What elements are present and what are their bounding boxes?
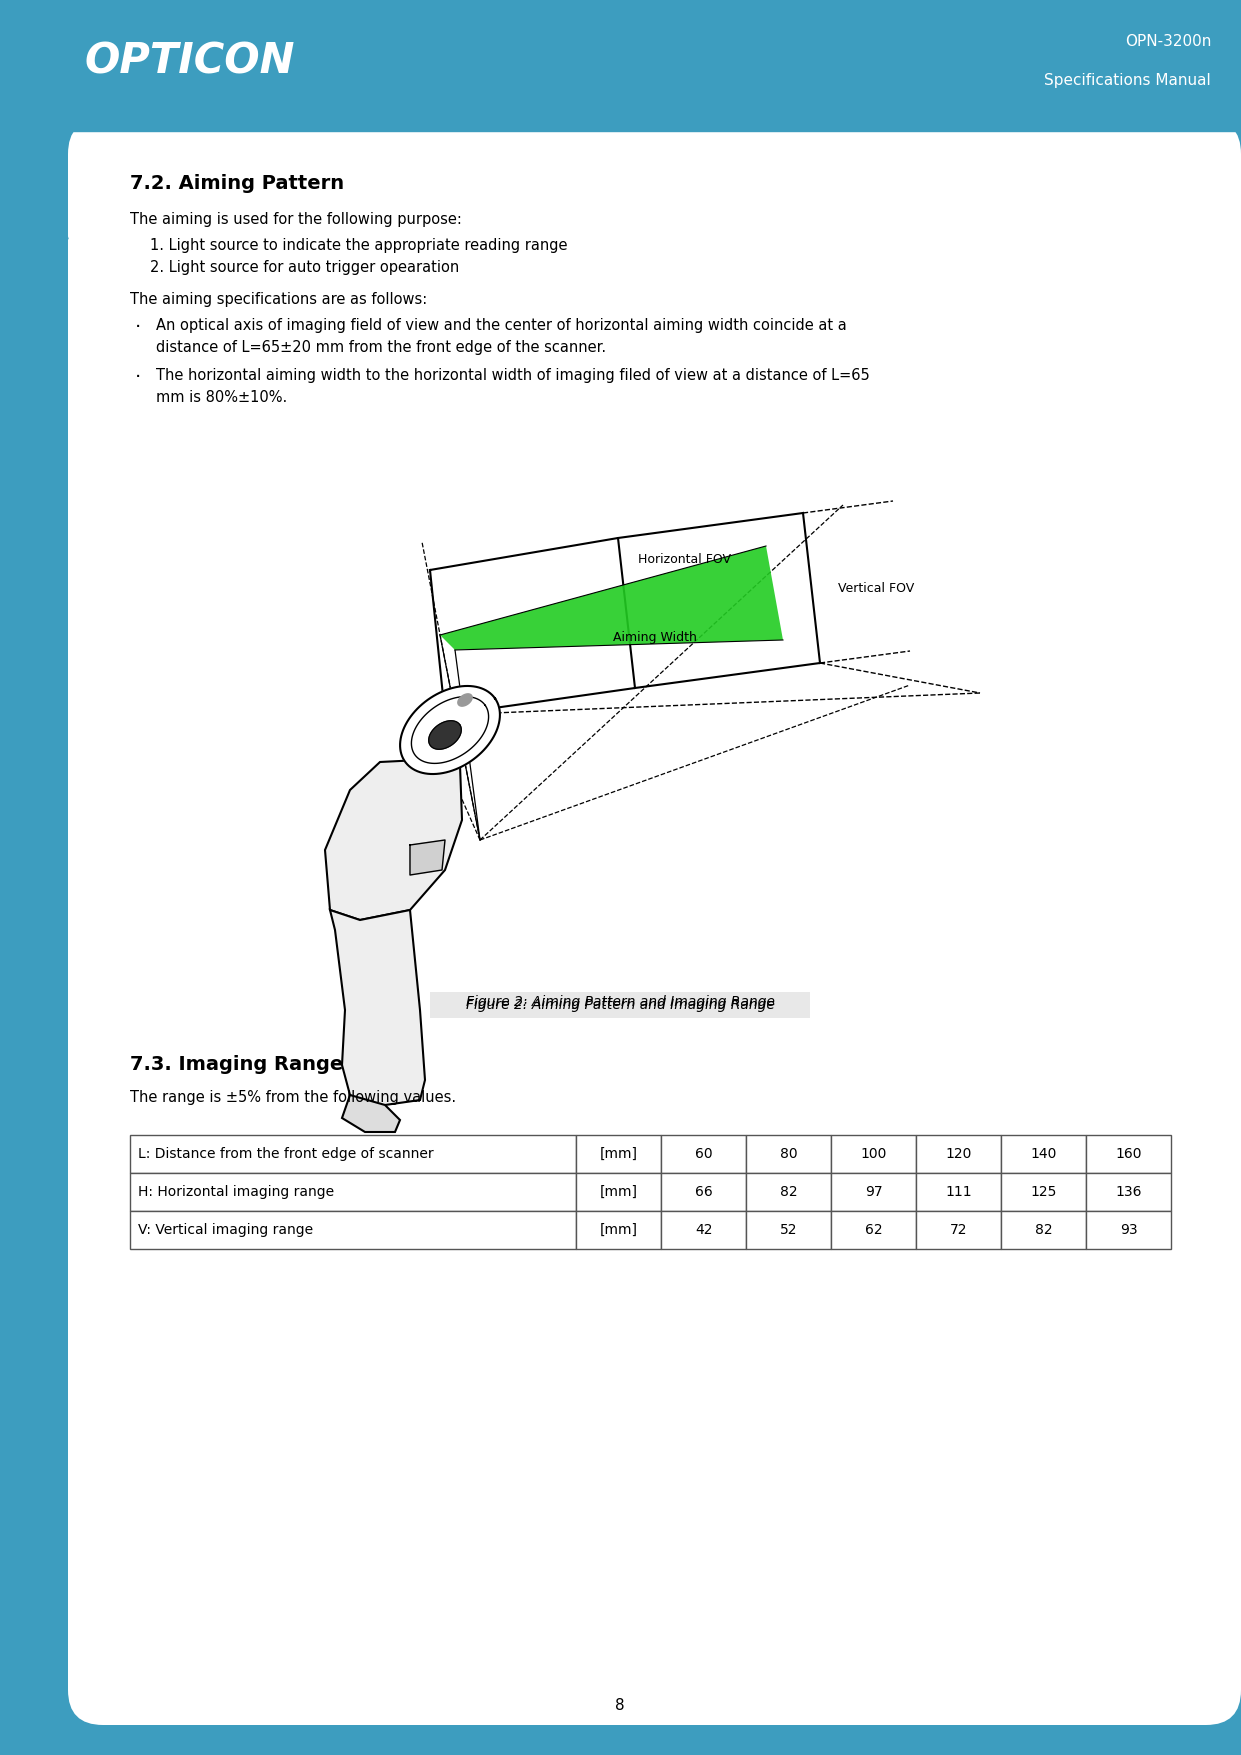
Bar [831,1211,916,1250]
Bar [1086,1211,1172,1250]
Bar [0,0,1241,119]
Text: Figure 2: Aiming Pattern and Imaging Range: Figure 2: Aiming Pattern and Imaging Ran… [465,999,774,1013]
Text: 111: 111 [946,1185,972,1199]
Text: 7.3. Imaging Range: 7.3. Imaging Range [130,1055,344,1074]
Text: 52: 52 [779,1223,797,1237]
Polygon shape [400,686,500,774]
Text: [mm]: [mm] [599,1223,638,1237]
Text: [mm]: [mm] [599,1148,638,1162]
Bar [103,119,1241,126]
Bar [831,1135,916,1172]
Text: Specifications Manual: Specifications Manual [1044,74,1211,88]
Text: 72: 72 [949,1223,967,1237]
Polygon shape [441,546,783,649]
Text: 80: 80 [779,1148,798,1162]
Text: L: Distance from the front edge of scanner: L: Distance from the front edge of scann… [138,1148,433,1162]
Text: The horizontal aiming width to the horizontal width of imaging filed of view at : The horizontal aiming width to the horiz… [156,369,870,383]
Text: OPTICON: OPTICON [84,40,295,82]
Text: Aiming Width: Aiming Width [613,630,697,644]
Bar [661,1172,746,1211]
Text: 140: 140 [1030,1148,1057,1162]
Text: Figure 2: Aiming Pattern and Imaging Range: Figure 2: Aiming Pattern and Imaging Ran… [465,995,774,1009]
Polygon shape [0,0,68,239]
Text: 42: 42 [695,1223,712,1237]
Bar [1086,1135,1172,1172]
Bar [1086,1172,1172,1211]
Text: 60: 60 [695,1148,712,1162]
Bar [130,1135,576,1172]
Text: ·: · [135,369,141,388]
Text: 160: 160 [1116,1148,1142,1162]
Bar [1001,1172,1086,1211]
Polygon shape [428,721,462,749]
Bar [576,1172,661,1211]
Bar [746,1211,831,1250]
Bar [661,1135,746,1172]
Bar [746,1172,831,1211]
Text: 2. Light source for auto trigger opearation: 2. Light source for auto trigger opearat… [150,260,459,276]
Bar [576,1211,661,1250]
Bar [746,1135,831,1172]
Text: 66: 66 [695,1185,712,1199]
Text: 82: 82 [779,1185,798,1199]
Text: V: Vertical imaging range: V: Vertical imaging range [138,1223,313,1237]
Text: The aiming is used for the following purpose:: The aiming is used for the following pur… [130,212,462,226]
Text: 125: 125 [1030,1185,1057,1199]
Text: 1. Light source to indicate the appropriate reading range: 1. Light source to indicate the appropri… [150,239,567,253]
Polygon shape [410,841,446,876]
Text: 82: 82 [1035,1223,1052,1237]
Polygon shape [325,760,462,920]
Bar [916,1172,1001,1211]
Text: 7.2. Aiming Pattern: 7.2. Aiming Pattern [130,174,344,193]
Text: H: Horizontal imaging range: H: Horizontal imaging range [138,1185,334,1199]
Bar [130,1211,576,1250]
Bar [1001,1211,1086,1250]
Bar [0,119,1241,132]
Bar [661,1211,746,1250]
Bar [1001,1135,1086,1172]
Text: The aiming specifications are as follows:: The aiming specifications are as follows… [130,291,427,307]
Polygon shape [330,911,424,1106]
Polygon shape [343,1095,400,1132]
Bar [130,1172,576,1211]
Polygon shape [458,693,472,706]
Text: ·: · [135,318,141,337]
FancyBboxPatch shape [68,119,1241,1725]
Text: [mm]: [mm] [599,1185,638,1199]
Text: distance of L=65±20 mm from the front edge of the scanner.: distance of L=65±20 mm from the front ed… [156,340,606,355]
Bar [916,1211,1001,1250]
Bar [916,1135,1001,1172]
Text: OPN-3200n: OPN-3200n [1124,33,1211,49]
Text: The range is ±5% from the following values.: The range is ±5% from the following valu… [130,1090,457,1106]
Text: 97: 97 [865,1185,882,1199]
Text: 120: 120 [946,1148,972,1162]
Bar [429,992,810,1018]
Text: 136: 136 [1116,1185,1142,1199]
Text: An optical axis of imaging field of view and the center of horizontal aiming wid: An optical axis of imaging field of view… [156,318,846,333]
Text: 62: 62 [865,1223,882,1237]
Bar [576,1135,661,1172]
Text: 93: 93 [1119,1223,1137,1237]
Bar [831,1172,916,1211]
Text: 8: 8 [616,1697,624,1713]
Text: Horizontal FOV: Horizontal FOV [638,553,731,567]
Text: Vertical FOV: Vertical FOV [838,581,915,595]
Text: 100: 100 [860,1148,887,1162]
Text: mm is 80%±10%.: mm is 80%±10%. [156,390,287,405]
